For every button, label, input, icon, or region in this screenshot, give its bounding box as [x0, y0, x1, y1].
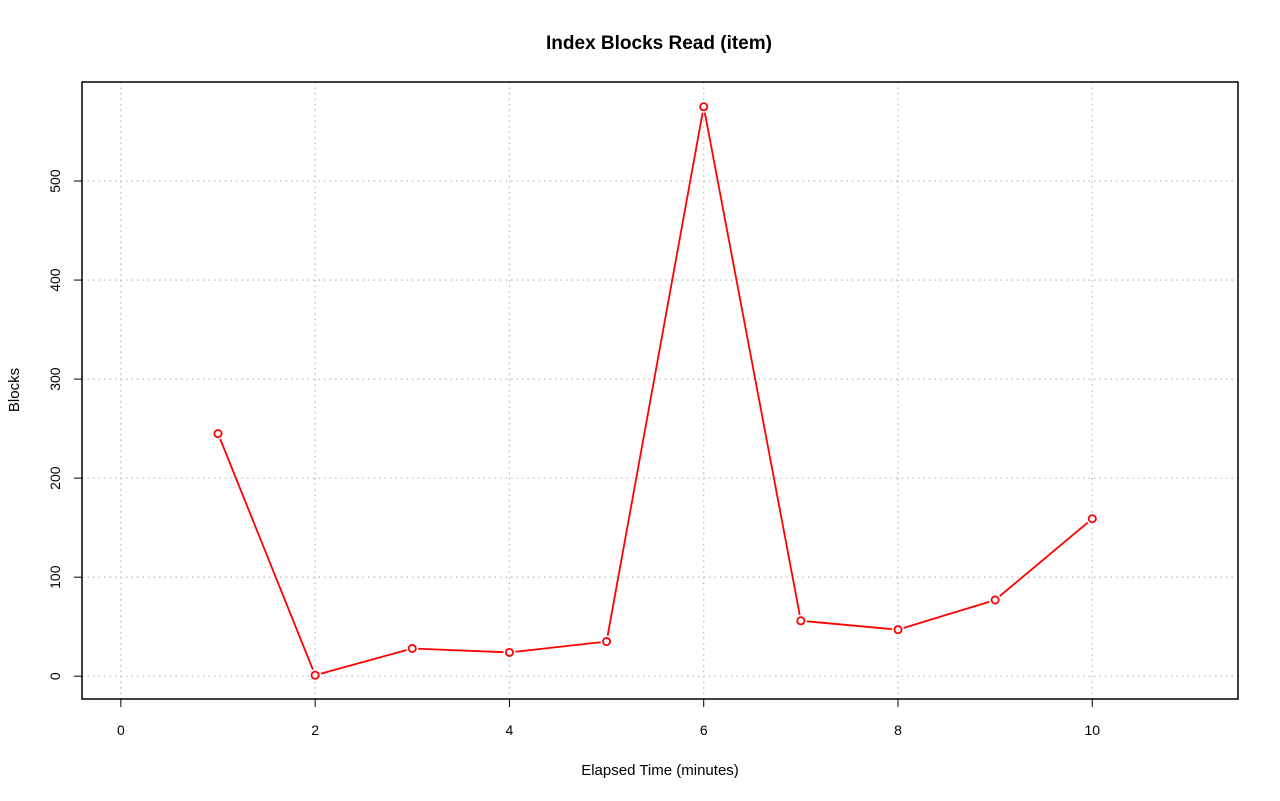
- x-axis-label: Elapsed Time (minutes): [581, 762, 739, 779]
- x-tick-label: 4: [506, 722, 514, 738]
- series-line-segment: [703, 112, 801, 616]
- x-tick-label: 6: [700, 722, 708, 738]
- y-tick-label: 200: [47, 466, 63, 490]
- series-line-segment: [320, 649, 407, 675]
- data-point: [310, 670, 320, 680]
- series-group: [213, 102, 1097, 680]
- data-point: [990, 595, 1000, 605]
- series-line-segment: [418, 647, 504, 654]
- data-point: [699, 102, 709, 112]
- data-point: [602, 637, 612, 647]
- x-axis: 0 2 4 6 8 10: [117, 698, 1100, 738]
- x-tick-label: 0: [117, 722, 125, 738]
- data-point: [407, 643, 417, 653]
- y-tick-label: 300: [47, 367, 63, 391]
- series-line-segment: [219, 438, 314, 670]
- series-line-segment: [903, 600, 990, 629]
- grid: [82, 82, 1238, 699]
- data-point: [1087, 514, 1097, 524]
- chart-title: Index Blocks Read (item): [546, 33, 772, 54]
- x-tick-label: 2: [311, 722, 319, 738]
- series-line-segment: [515, 641, 601, 653]
- y-tick-label: 400: [47, 268, 63, 292]
- x-tick-label: 8: [894, 722, 902, 738]
- x-tick-label: 10: [1084, 722, 1100, 738]
- data-point: [893, 625, 903, 635]
- series-line-segment: [806, 620, 893, 631]
- y-axis: 0 100 200 300 400 500: [47, 169, 82, 680]
- series-line-segment: [999, 521, 1089, 597]
- y-tick-label: 100: [47, 565, 63, 589]
- y-axis-label: Blocks: [6, 368, 23, 412]
- data-point: [213, 429, 223, 439]
- y-tick-label: 0: [47, 672, 63, 680]
- y-tick-label: 500: [47, 169, 63, 193]
- data-point: [504, 647, 514, 657]
- data-point: [796, 616, 806, 626]
- series-line-segment: [606, 112, 704, 636]
